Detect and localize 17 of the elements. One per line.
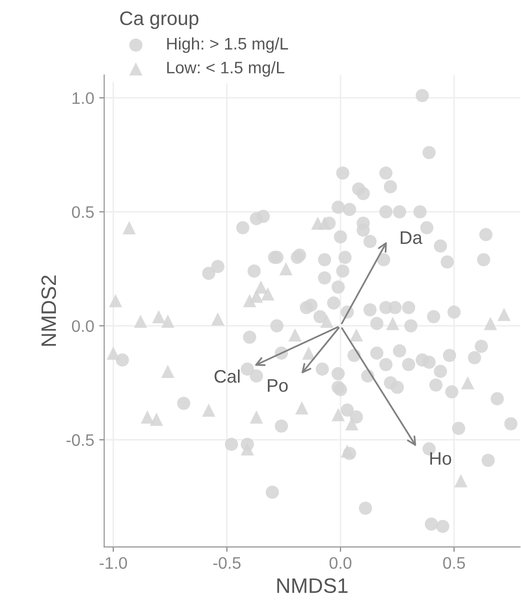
y-tick-label: -0.5 — [66, 434, 94, 446]
x-axis-title: NMDS1 — [277, 578, 348, 594]
x-tick-label: 0.0 — [330, 557, 352, 569]
y-tick-label: 0.0 — [72, 320, 94, 332]
annotation: Cal — [214, 370, 240, 383]
y-tick-label: 0.5 — [72, 206, 94, 218]
annotation: Da — [400, 231, 422, 244]
x-tick-label: -0.5 — [213, 557, 241, 569]
legend-label: Low: < 1.5 mg/L — [167, 61, 284, 77]
annotation: Po — [268, 379, 288, 392]
legend-label: High: > 1.5 mg/L — [167, 37, 288, 53]
x-tick-label: 0.5 — [443, 557, 465, 569]
annotation: Ho — [430, 452, 452, 465]
y-axis-title: NMDS2 — [41, 276, 56, 346]
legend-title: Ca group — [120, 11, 198, 30]
y-tick-label: 1.0 — [72, 92, 94, 104]
x-tick-label: -1.0 — [100, 557, 127, 569]
